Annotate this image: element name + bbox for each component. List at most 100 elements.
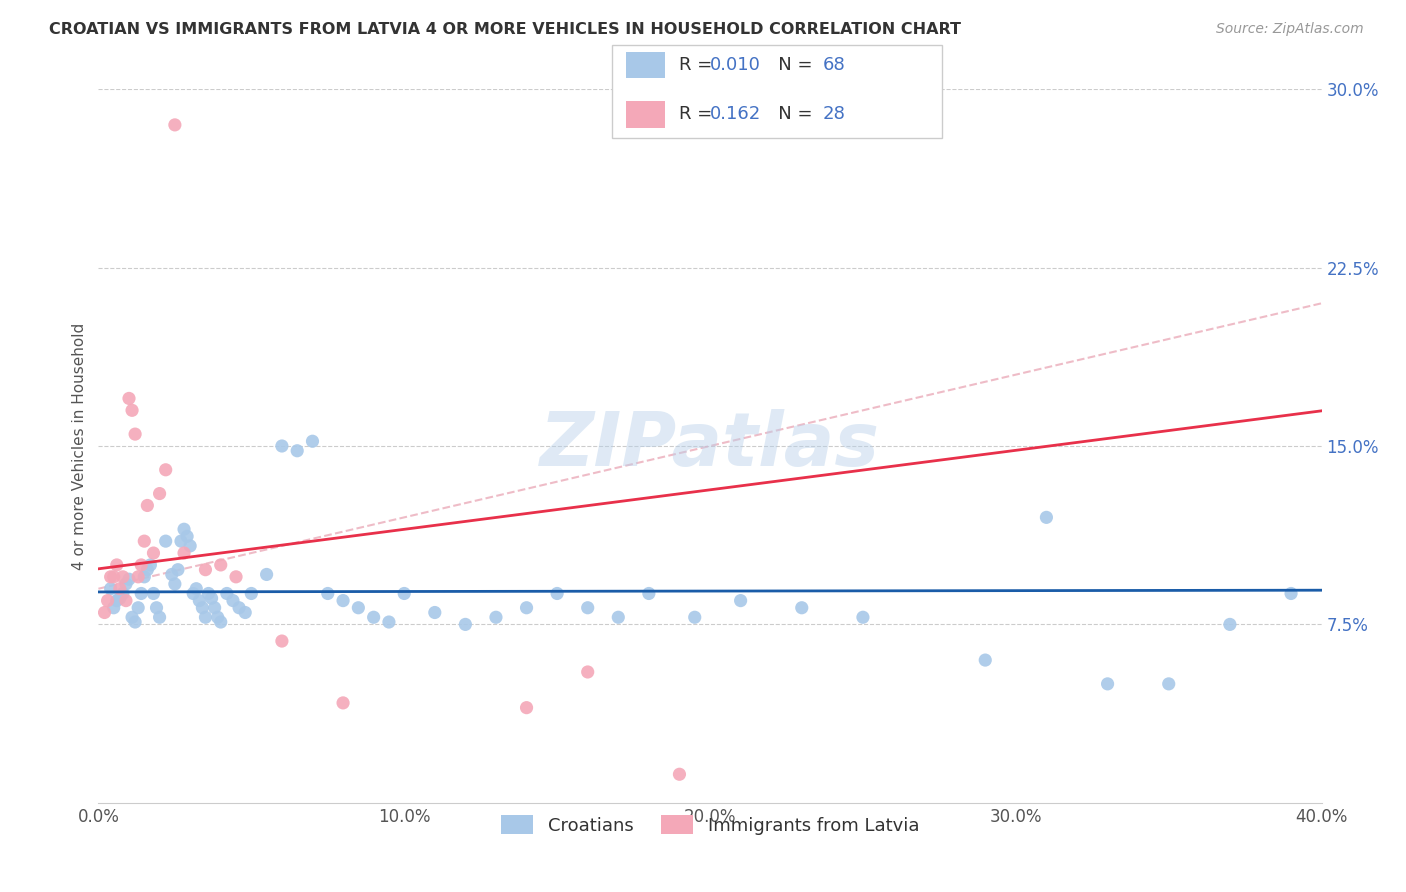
Point bbox=[176, 529, 198, 543]
Point bbox=[188, 593, 211, 607]
Point bbox=[105, 558, 128, 572]
Point bbox=[270, 439, 292, 453]
Point bbox=[423, 606, 446, 620]
Point bbox=[392, 586, 416, 600]
Point bbox=[1035, 510, 1057, 524]
Point bbox=[179, 539, 201, 553]
Point bbox=[115, 577, 138, 591]
Point bbox=[516, 700, 538, 714]
Point bbox=[127, 570, 149, 584]
Point bbox=[225, 570, 247, 584]
Point bbox=[163, 118, 186, 132]
Point bbox=[607, 610, 630, 624]
Point bbox=[301, 434, 323, 449]
Point bbox=[194, 563, 217, 577]
Point bbox=[129, 558, 152, 572]
Point bbox=[163, 577, 186, 591]
Point bbox=[363, 610, 385, 624]
Point bbox=[683, 610, 706, 624]
Point bbox=[240, 586, 263, 600]
Point bbox=[108, 591, 131, 606]
Point bbox=[576, 600, 599, 615]
Point bbox=[191, 600, 214, 615]
Point bbox=[207, 610, 229, 624]
Point bbox=[97, 593, 120, 607]
Legend: Croatians, Immigrants from Latvia: Croatians, Immigrants from Latvia bbox=[492, 806, 928, 844]
Point bbox=[181, 586, 204, 600]
Point bbox=[93, 606, 115, 620]
Point bbox=[115, 593, 138, 607]
Point bbox=[100, 582, 122, 596]
Point bbox=[576, 665, 599, 679]
Point bbox=[233, 606, 256, 620]
Point bbox=[129, 586, 152, 600]
Point bbox=[228, 600, 250, 615]
Point bbox=[209, 558, 232, 572]
Point bbox=[142, 586, 165, 600]
Point bbox=[121, 610, 143, 624]
Point bbox=[347, 600, 370, 615]
Point bbox=[790, 600, 813, 615]
Point bbox=[204, 600, 226, 615]
Text: Source: ZipAtlas.com: Source: ZipAtlas.com bbox=[1216, 22, 1364, 37]
Point bbox=[121, 403, 143, 417]
Point bbox=[105, 593, 128, 607]
Point bbox=[285, 443, 308, 458]
Text: N =: N = bbox=[761, 105, 818, 123]
Point bbox=[145, 600, 167, 615]
Point bbox=[170, 534, 193, 549]
Point bbox=[149, 610, 172, 624]
Point bbox=[668, 767, 690, 781]
Point bbox=[222, 593, 245, 607]
Point bbox=[127, 600, 149, 615]
Text: ZIPatlas: ZIPatlas bbox=[540, 409, 880, 483]
Point bbox=[103, 600, 125, 615]
Text: 28: 28 bbox=[823, 105, 845, 123]
Point bbox=[516, 600, 538, 615]
Point bbox=[124, 615, 146, 629]
Point bbox=[100, 570, 122, 584]
Text: 68: 68 bbox=[823, 56, 845, 74]
Point bbox=[378, 615, 401, 629]
Text: CROATIAN VS IMMIGRANTS FROM LATVIA 4 OR MORE VEHICLES IN HOUSEHOLD CORRELATION C: CROATIAN VS IMMIGRANTS FROM LATVIA 4 OR … bbox=[49, 22, 962, 37]
Text: R =: R = bbox=[679, 56, 718, 74]
Point bbox=[139, 558, 162, 572]
Point bbox=[136, 499, 159, 513]
Point bbox=[1157, 677, 1180, 691]
Point bbox=[173, 522, 195, 536]
Text: R =: R = bbox=[679, 105, 718, 123]
Point bbox=[118, 392, 141, 406]
Point bbox=[1279, 586, 1302, 600]
Point bbox=[974, 653, 997, 667]
Point bbox=[186, 582, 208, 596]
Point bbox=[270, 634, 292, 648]
Point bbox=[200, 591, 222, 606]
Text: 0.010: 0.010 bbox=[710, 56, 761, 74]
Point bbox=[256, 567, 278, 582]
Point bbox=[197, 586, 219, 600]
Point bbox=[155, 534, 177, 549]
Point bbox=[111, 586, 134, 600]
Text: N =: N = bbox=[761, 56, 818, 74]
Text: 0.162: 0.162 bbox=[710, 105, 761, 123]
Point bbox=[167, 563, 190, 577]
Point bbox=[852, 610, 875, 624]
Point bbox=[134, 570, 156, 584]
Point bbox=[730, 593, 752, 607]
Point bbox=[142, 546, 165, 560]
Point bbox=[134, 534, 156, 549]
Point bbox=[124, 427, 146, 442]
Point bbox=[546, 586, 568, 600]
Y-axis label: 4 or more Vehicles in Household: 4 or more Vehicles in Household bbox=[72, 322, 87, 570]
Point bbox=[316, 586, 339, 600]
Point bbox=[332, 696, 354, 710]
Point bbox=[1097, 677, 1119, 691]
Point bbox=[332, 593, 354, 607]
Point bbox=[118, 572, 141, 586]
Point bbox=[1219, 617, 1241, 632]
Point bbox=[108, 582, 131, 596]
Point bbox=[103, 570, 125, 584]
Point bbox=[454, 617, 477, 632]
Point bbox=[194, 610, 217, 624]
Point bbox=[485, 610, 508, 624]
